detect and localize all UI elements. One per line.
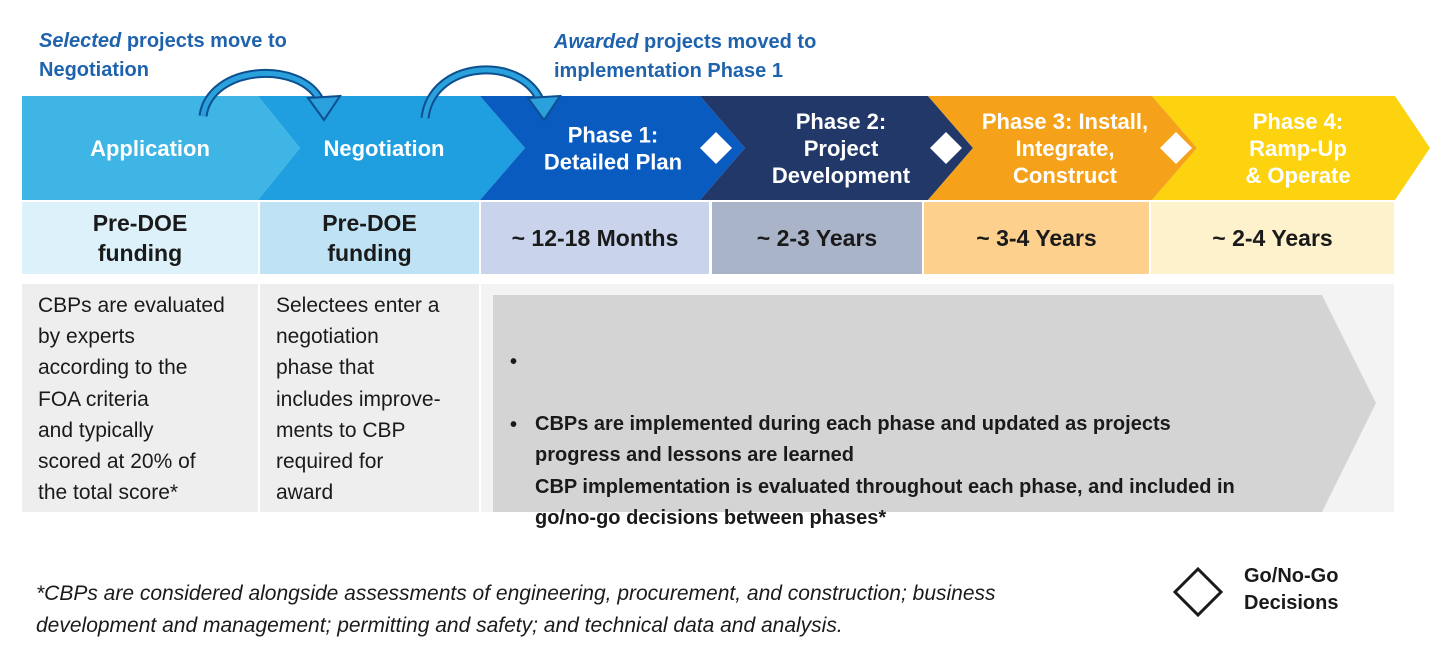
go-no-go-diamond-icon bbox=[930, 132, 962, 164]
phase-label-phase-1: Phase 1: Detailed Plan bbox=[544, 123, 682, 175]
curved-arrow-head-icon bbox=[526, 94, 562, 122]
phase-label-phase-3: Phase 3: Install, Integrate, Construct bbox=[982, 109, 1148, 188]
chevron-application bbox=[22, 96, 300, 200]
chevron-phase-2 bbox=[700, 96, 973, 200]
chevron-phase-1 bbox=[480, 96, 745, 200]
go-no-go-diamond-icon bbox=[1160, 132, 1192, 164]
selected-annotation: Selected projects move to Negotiation bbox=[39, 30, 287, 81]
duration-phase-2: ~ 2-3 Years bbox=[712, 202, 922, 274]
go-no-go-diamond-icon bbox=[700, 132, 732, 164]
curved-arrow-icon bbox=[198, 68, 325, 118]
description-application: CBPs are evaluated by experts according … bbox=[38, 294, 225, 505]
description-negotiation: Selectees enter a negotiation phase that… bbox=[276, 294, 441, 505]
legend-label: Go/No-Go Decisions bbox=[1244, 565, 1339, 614]
duration-phase-4: ~ 2-4 Years bbox=[1151, 202, 1394, 274]
phase-label-phase-4: Phase 4: Ramp-Up & Operate bbox=[1245, 109, 1350, 188]
diamond-icon bbox=[1172, 566, 1224, 618]
awarded-annotation: Awarded projects moved to implementation… bbox=[554, 31, 817, 82]
description-negotiation-box bbox=[260, 284, 479, 512]
duration-phase-1: ~ 12-18 Months bbox=[481, 202, 709, 274]
curved-arrow-head-icon bbox=[306, 94, 342, 122]
phase-label-phase-2: Phase 2: Project Development bbox=[772, 109, 911, 188]
chevron-negotiation bbox=[258, 96, 525, 200]
duration-application: Pre-DOE funding bbox=[22, 202, 258, 274]
duration-negotiation: Pre-DOE funding bbox=[260, 202, 479, 274]
phase-label-negotiation: Negotiation bbox=[324, 136, 445, 161]
chevron-phase-3 bbox=[928, 96, 1197, 200]
bullet-icon: • bbox=[510, 351, 518, 373]
duration-phase-3: ~ 3-4 Years bbox=[924, 202, 1149, 274]
bullet-icon: • bbox=[510, 414, 518, 436]
phase-chevron-bar: Application Negotiation Phase 1: Detailed… bbox=[22, 65, 1430, 200]
bullet-item: • CBP implementation is evaluated throug… bbox=[510, 410, 1365, 534]
footnote: *CBPs are considered alongside assessmen… bbox=[36, 582, 996, 637]
phase-label-application: Application bbox=[90, 136, 210, 161]
chevron-phase-4 bbox=[1152, 96, 1430, 200]
bullet-item: • CBPs are implemented during each phase… bbox=[510, 347, 1365, 471]
curved-arrow-icon bbox=[420, 65, 545, 119]
description-application-box bbox=[22, 284, 258, 512]
